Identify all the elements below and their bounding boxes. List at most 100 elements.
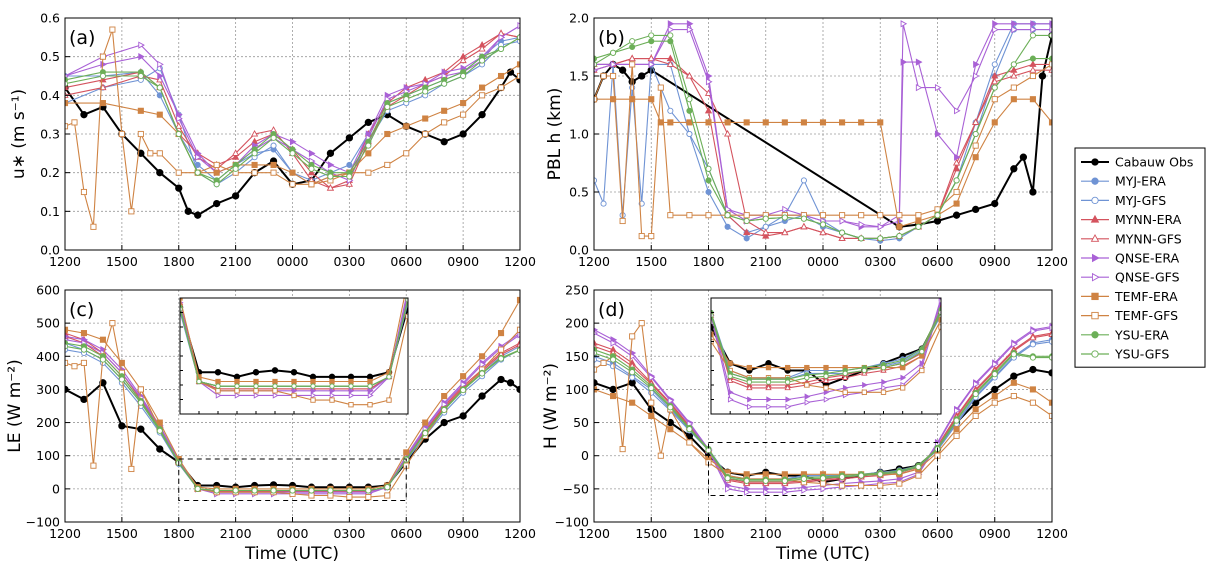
panel-d-inset-point-myj-era bbox=[1015, 107, 1019, 111]
panel-d-inset-point-mynn-gfs bbox=[726, 377, 734, 383]
panel-d-inset-point-ysu-gfs bbox=[919, 348, 925, 355]
panel-a-point-temf-era bbox=[156, 111, 163, 118]
panel-b-point-ysu-era bbox=[1029, 55, 1036, 62]
panel-c-tick-label-x: 2100 bbox=[220, 526, 252, 541]
panel-a-point-temf-gfs bbox=[156, 150, 163, 157]
panel-d-inset-point-temf-era bbox=[1054, 209, 1058, 213]
panel-d-tick-label-y: 50 bbox=[573, 415, 589, 430]
panel-a-point-qnse-era bbox=[327, 161, 335, 169]
panel-d-point-ysu-gfs bbox=[972, 391, 979, 398]
panel-d-point-qnse-gfs bbox=[801, 486, 808, 494]
panel-c-inset-point-qnse-gfs bbox=[310, 392, 317, 399]
panel-c-inset-point-temf-gfs bbox=[444, 157, 448, 161]
panel-d-point-qnse-gfs bbox=[763, 488, 770, 496]
panel-d-inset-point-qnse-era bbox=[1054, 42, 1058, 47]
panel-d-tick-label-x: 0600 bbox=[922, 526, 954, 541]
panel-a-point-qnse-gfs bbox=[517, 22, 520, 30]
panel-d-inset-point-ysu-gfs bbox=[727, 373, 733, 379]
panel-c-point-temf-gfs bbox=[90, 462, 97, 469]
panel-d-inset-point-temf-era bbox=[785, 364, 791, 371]
panel-a-point-mynn-gfs bbox=[250, 129, 259, 137]
panel-b-point-ysu-gfs bbox=[915, 223, 922, 230]
panel-c-inset bbox=[102, 0, 487, 415]
panel-d-point-qnse-gfs bbox=[744, 488, 751, 496]
panel-a-point-ysu-gfs bbox=[422, 88, 429, 95]
panel-a-point-myj-era bbox=[346, 161, 353, 168]
panel-c-inset-point-ysu-gfs bbox=[425, 223, 429, 227]
panel-d-inset-point-qnse-era bbox=[785, 396, 792, 403]
panel-b-tick-label-x: 0300 bbox=[864, 254, 896, 269]
panel-b-point-ysu-gfs bbox=[1048, 32, 1052, 39]
panel-c-inset-point-qnse-era bbox=[291, 387, 298, 394]
panel-b-point-cabauw-obs bbox=[1029, 188, 1037, 196]
panel-d-inset-point-qnse-era bbox=[804, 393, 811, 400]
panel-d-inset-point-mynn-era bbox=[996, 136, 1001, 140]
panel-d-point-temf-gfs bbox=[619, 446, 626, 453]
panel-a-point-qnse-era bbox=[100, 60, 107, 69]
panel-d-point-temf-gfs bbox=[629, 333, 636, 340]
panel-d-point-temf-gfs bbox=[1029, 399, 1036, 406]
panel-a-point-mynn-gfs bbox=[175, 122, 183, 129]
panel-c-point-ysu-gfs bbox=[232, 487, 239, 494]
panel-b-tick-label-y: 0.0 bbox=[569, 243, 589, 258]
panel-c-inset-point-mynn-era bbox=[102, 0, 107, 3]
panel-c-inset-point-temf-gfs bbox=[272, 388, 278, 394]
panel-b-point-mynn-era bbox=[762, 232, 770, 239]
panel-d-tick-label-x: 0000 bbox=[807, 526, 839, 541]
panel-b-point-temf-gfs bbox=[839, 212, 846, 219]
panel-d-inset-point-mynn-gfs bbox=[1054, 59, 1059, 63]
panel-d-point-qnse-gfs bbox=[973, 380, 980, 388]
panel-c-inset-point-qnse-gfs bbox=[215, 392, 222, 399]
panel-d-inset-point-myj-gfs bbox=[632, 154, 636, 158]
panel-d-point-temf-gfs bbox=[877, 482, 884, 489]
panel-c-inset-point-ysu-gfs bbox=[291, 383, 297, 389]
panel-d-point-mynn-gfs bbox=[1029, 333, 1037, 341]
panel-c-tick-label-y: 500 bbox=[36, 316, 60, 331]
panel-c-inset-point-cabauw-obs bbox=[443, 193, 449, 199]
legend-label: MYNN-ERA bbox=[1115, 212, 1182, 227]
panel-a-point-ysu-gfs bbox=[289, 150, 296, 157]
panel-b-ylabel: PBL h (km) bbox=[545, 88, 565, 181]
panel-d-inset-point-myj-gfs bbox=[690, 270, 694, 274]
panel-d-inset-point-ysu-gfs bbox=[670, 219, 674, 223]
panel-a-point-temf-gfs bbox=[251, 169, 258, 176]
panel-d-inset-point-mynn-gfs bbox=[746, 384, 753, 391]
panel-a-point-cabauw-obs bbox=[459, 130, 467, 138]
panel-a-point-temf-era bbox=[289, 169, 296, 176]
panel-a-point-temf-gfs bbox=[109, 26, 116, 33]
panel-d-inset-point-cabauw-obs bbox=[612, 179, 618, 185]
panel-d-point-temf-era bbox=[610, 393, 617, 400]
panel-b-point-myj-gfs bbox=[667, 107, 674, 114]
panel-c-tick-label-y: 200 bbox=[36, 415, 60, 430]
panel-b-point-cabauw-obs bbox=[628, 78, 636, 86]
panel-d-tag: (d) bbox=[598, 299, 625, 321]
panel-d-point-ysu-gfs bbox=[705, 447, 712, 454]
panel-d-inset-point-ysu-era bbox=[996, 144, 1000, 148]
panel-a-point-ysu-gfs bbox=[384, 103, 391, 110]
panel-d-inset-point-temf-era bbox=[900, 364, 906, 371]
panel-d-ylabel: H (W m⁻²) bbox=[541, 363, 561, 449]
legend-entry: MYNN-GFS bbox=[1081, 231, 1182, 246]
panel-c-inset-point-qnse-gfs bbox=[482, 31, 486, 36]
panel-a-point-temf-era bbox=[441, 107, 448, 114]
panel-a-point-ysu-gfs bbox=[327, 173, 334, 180]
panel-b-point-temf-gfs bbox=[743, 212, 750, 219]
panel-d-inset-point-temf-era bbox=[690, 296, 694, 300]
panel-c-point-cabauw-obs bbox=[440, 418, 448, 427]
panel-c-point-qnse-gfs bbox=[479, 360, 487, 369]
panel-d-tick-label-y: 250 bbox=[565, 283, 589, 298]
panel-b-point-temf-era bbox=[743, 119, 750, 126]
panel-a-point-temf-gfs bbox=[422, 130, 429, 138]
panel-a-point-qnse-gfs bbox=[195, 153, 202, 161]
panel-c-inset-point-cabauw-obs bbox=[481, 119, 487, 125]
panel-b-point-mynn-era bbox=[704, 106, 713, 114]
panel-c-inset-point-ysu-gfs bbox=[329, 383, 335, 389]
panel-d-inset-point-myj-gfs bbox=[958, 255, 962, 259]
panel-b-point-cabauw-obs bbox=[1019, 153, 1028, 161]
panel-d-point-temf-era bbox=[667, 426, 674, 433]
panel-d-tick-label-x: 1200 bbox=[1036, 526, 1068, 541]
legend-marker bbox=[1091, 350, 1099, 358]
panel-a-point-cabauw-obs bbox=[364, 118, 372, 127]
panel-a-point-cabauw-obs bbox=[213, 199, 221, 208]
panel-c-inset-point-temf-era bbox=[140, 101, 144, 105]
